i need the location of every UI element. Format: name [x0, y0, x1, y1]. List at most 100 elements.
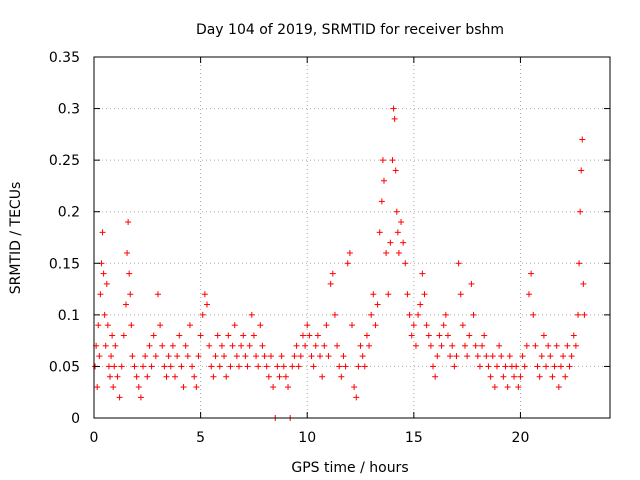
data-point	[244, 363, 251, 370]
data-point	[289, 363, 296, 370]
data-point	[489, 353, 496, 360]
data-point	[144, 373, 151, 380]
data-point	[374, 301, 381, 308]
data-point	[176, 332, 183, 339]
data-point	[390, 105, 397, 112]
data-point	[336, 363, 343, 370]
data-point	[312, 342, 319, 349]
data-point	[221, 353, 228, 360]
data-point	[447, 353, 454, 360]
data-point	[349, 322, 355, 329]
data-point	[470, 311, 477, 318]
data-point	[577, 208, 584, 215]
y-tick-label: 0.35	[49, 50, 80, 66]
data-point	[231, 322, 238, 329]
y-tick-label: 0.3	[58, 102, 80, 118]
data-point	[500, 373, 507, 380]
data-point	[157, 322, 164, 329]
data-point	[517, 373, 524, 380]
data-point	[412, 342, 419, 349]
data-point	[496, 342, 503, 349]
data-point	[111, 363, 118, 370]
data-point	[299, 332, 306, 339]
data-point	[410, 322, 417, 329]
data-point	[159, 342, 166, 349]
data-point	[261, 353, 268, 360]
data-point	[506, 353, 513, 360]
data-point	[361, 363, 368, 370]
data-point	[250, 332, 257, 339]
data-point	[154, 291, 161, 298]
data-point	[383, 249, 390, 256]
data-point	[462, 342, 469, 349]
data-point	[240, 332, 247, 339]
data-point	[161, 363, 168, 370]
data-point	[449, 342, 456, 349]
data-point	[385, 291, 392, 298]
data-point	[129, 353, 136, 360]
data-point	[302, 342, 309, 349]
x-tick-label: 15	[405, 430, 423, 446]
data-point	[380, 177, 387, 184]
data-point	[238, 342, 245, 349]
data-point	[212, 353, 219, 360]
data-point	[218, 342, 225, 349]
data-point	[280, 363, 287, 370]
data-point	[310, 363, 317, 370]
data-point	[201, 291, 208, 298]
data-point	[466, 332, 473, 339]
data-point	[235, 363, 242, 370]
data-point	[140, 363, 147, 370]
data-point	[314, 332, 321, 339]
data-point	[398, 219, 405, 226]
data-point	[274, 363, 281, 370]
data-point	[459, 322, 466, 329]
data-point	[282, 373, 289, 380]
data-point	[189, 363, 196, 370]
data-point	[444, 332, 451, 339]
data-point	[291, 353, 298, 360]
data-point	[137, 394, 144, 401]
data-point	[455, 260, 462, 267]
data-point	[366, 342, 373, 349]
data-point	[491, 384, 498, 391]
data-point	[543, 363, 550, 370]
data-point	[536, 373, 543, 380]
data-point	[109, 332, 116, 339]
data-point	[255, 363, 262, 370]
y-tick-label: 0.25	[49, 153, 80, 169]
data-point	[94, 384, 101, 391]
data-point	[306, 332, 313, 339]
data-point	[578, 167, 585, 174]
data-points	[92, 105, 588, 421]
data-point	[193, 384, 200, 391]
data-point	[442, 311, 449, 318]
data-point	[133, 373, 140, 380]
data-point	[434, 353, 441, 360]
data-point	[323, 322, 330, 329]
data-point	[515, 384, 522, 391]
data-point	[195, 353, 202, 360]
data-point	[432, 373, 439, 380]
data-point	[184, 353, 191, 360]
data-point	[169, 342, 176, 349]
data-point	[562, 373, 569, 380]
x-axis-label: GPS time / hours	[291, 460, 408, 476]
data-point	[265, 373, 272, 380]
plot-border	[93, 56, 611, 419]
data-point	[204, 301, 211, 308]
data-point	[355, 363, 362, 370]
data-point	[363, 332, 370, 339]
data-point	[165, 353, 172, 360]
data-point	[263, 363, 270, 370]
data-point	[511, 373, 518, 380]
data-point	[421, 291, 428, 298]
data-point	[528, 270, 535, 277]
data-point	[368, 311, 375, 318]
data-point	[389, 157, 396, 164]
data-point	[180, 384, 187, 391]
data-point	[126, 270, 133, 277]
chart-title: Day 104 of 2019, SRMTID for receiver bsh…	[196, 22, 504, 38]
data-point	[96, 353, 103, 360]
